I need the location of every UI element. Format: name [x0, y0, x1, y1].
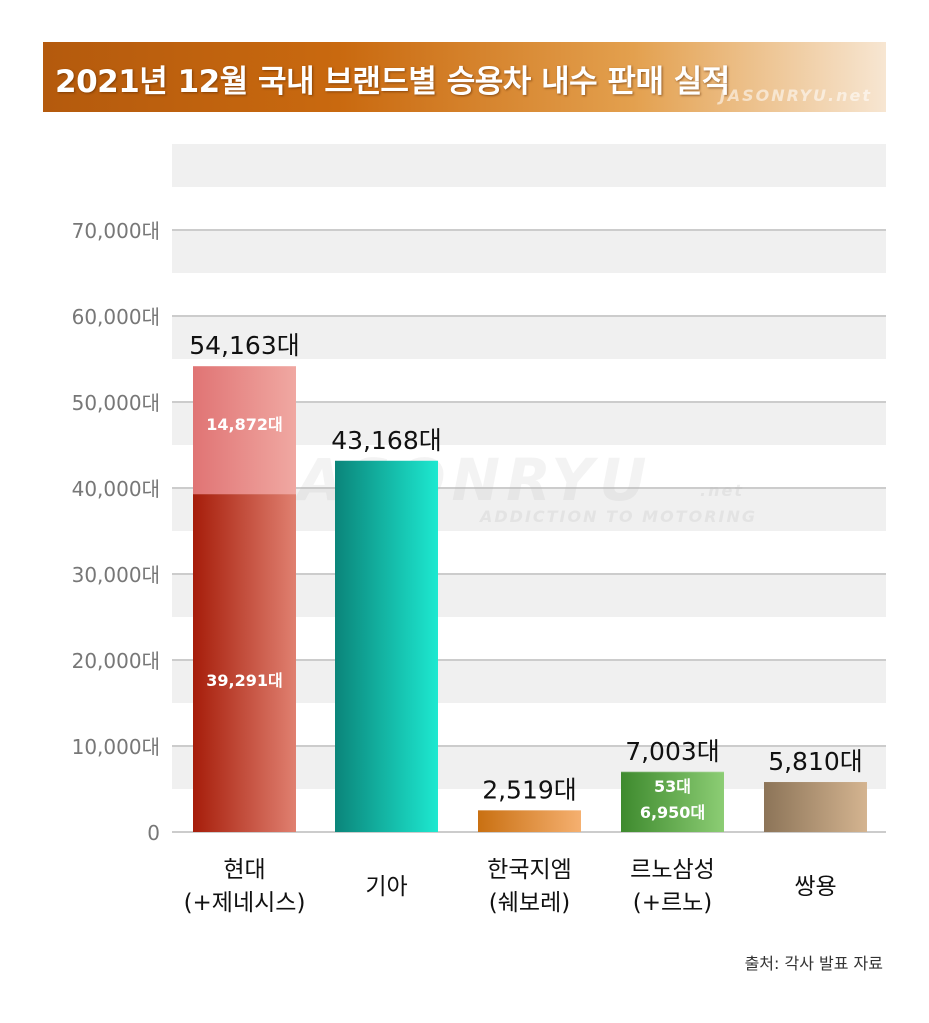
category-label: 르노삼성 [630, 857, 715, 883]
segment-label: 6,950대 [640, 803, 705, 822]
chart-watermark: JASONRYU .net ADDICTION TO MOTORING [260, 446, 757, 526]
category-labels: 현대 (+제네시스) 기아 한국지엠 (쉐보레) 르노삼성 (+르노) 쌍용 [184, 857, 837, 916]
segment-label: 14,872대 [206, 415, 282, 434]
banner-watermark-brand: JASONRYU [719, 86, 829, 105]
y-tick-label: 40,000대 [72, 477, 160, 501]
y-tick-label: 20,000대 [72, 649, 160, 673]
grid-band [172, 144, 886, 187]
y-axis-ticks: 0 10,000대 20,000대 30,000대 40,000대 50,000대 60,0… [72, 219, 160, 845]
y-tick-label: 0 [147, 821, 160, 845]
category-label: 기아 [365, 874, 407, 900]
category-sublabel: (+제네시스) [184, 890, 306, 916]
y-tick-label: 70,000대 [72, 219, 160, 243]
bar-segment [193, 366, 296, 495]
category-sublabel: (+르노) [633, 890, 713, 916]
grid-band [172, 230, 886, 273]
bar-segment [621, 772, 724, 832]
segment-label: 39,291대 [206, 671, 282, 690]
category-label: 쌍용 [794, 874, 836, 900]
bar-segment [193, 494, 296, 832]
title-banner: 2021년 12월 국내 브랜드별 승용차 내수 판매 실적 JASONRYU.… [43, 42, 886, 112]
category-label: 한국지엠 [487, 857, 572, 883]
y-tick-label: 50,000대 [72, 391, 160, 415]
watermark-tagline: ADDICTION TO MOTORING [478, 507, 757, 526]
bar-total-label: 5,810대 [768, 747, 863, 776]
bar-segment [478, 810, 581, 832]
banner-watermark-suffix: .net [828, 86, 872, 105]
bar-total-label: 54,163대 [189, 331, 299, 360]
y-tick-label: 30,000대 [72, 563, 160, 587]
y-tick-label: 10,000대 [72, 735, 160, 759]
segment-label: 53대 [654, 777, 691, 796]
bar-labels: 39,291대 14,872대 54,163대 43,168대 2,519대 53대 6,9… [189, 331, 863, 822]
bar-total-label: 43,168대 [331, 426, 441, 455]
category-label: 현대 [223, 857, 265, 883]
bar-segment [764, 782, 867, 832]
watermark-brand-suffix: .net [700, 481, 744, 500]
category-sublabel: (쉐보레) [489, 890, 570, 916]
bar-total-label: 7,003대 [625, 737, 720, 766]
banner-watermark: JASONRYU.net [720, 86, 872, 105]
grid-band [172, 316, 886, 359]
watermark-brand: JASONRYU [260, 446, 653, 514]
bar-total-label: 2,519대 [482, 775, 577, 804]
bars [193, 366, 867, 832]
bar-segment [335, 460, 438, 832]
source-note: 출처: 각사 발표 자료 [744, 954, 883, 973]
chart-title: 2021년 12월 국내 브랜드별 승용차 내수 판매 실적 [55, 64, 730, 100]
y-tick-label: 60,000대 [72, 305, 160, 329]
